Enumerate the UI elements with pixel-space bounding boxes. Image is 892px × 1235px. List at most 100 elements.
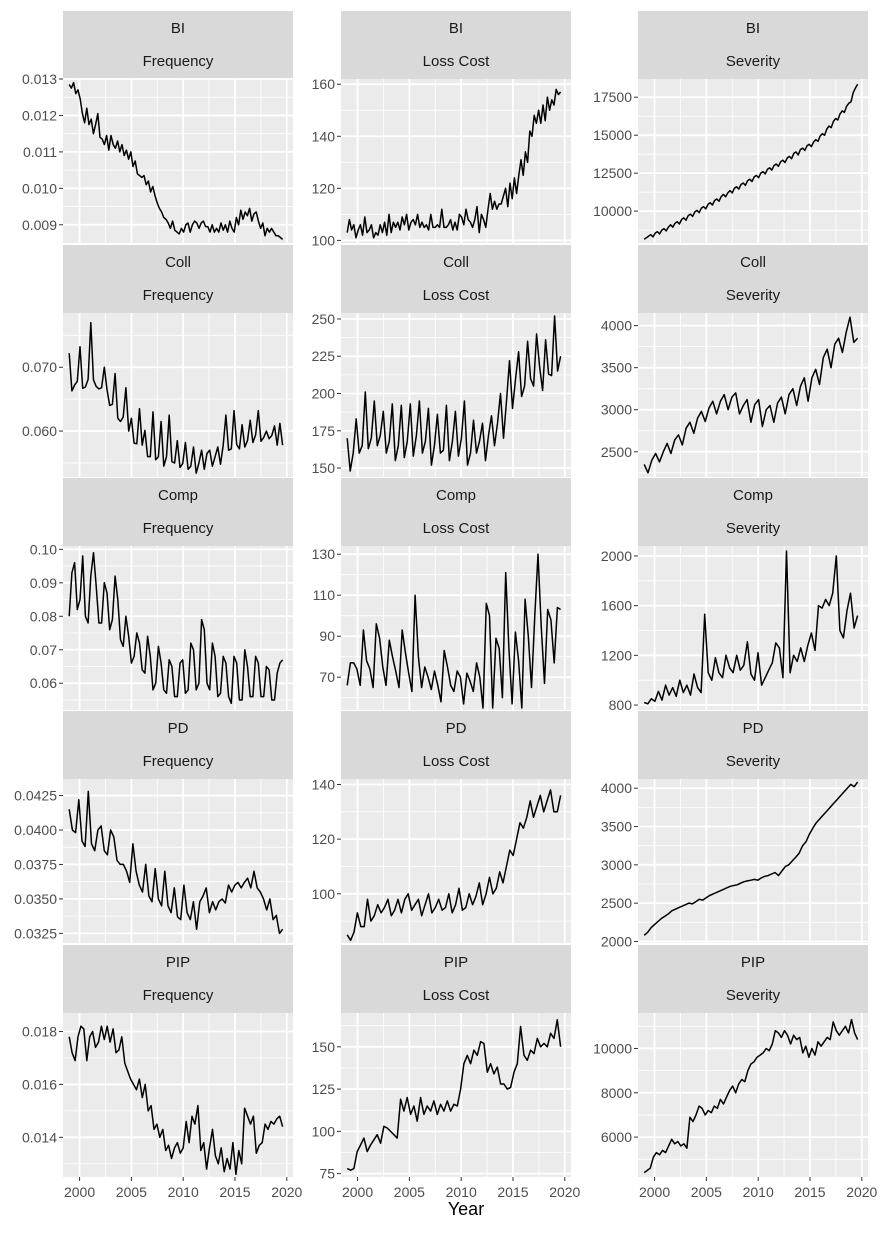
y-tick-label: 100: [312, 232, 336, 248]
facet-strip: [341, 245, 571, 313]
x-tick-label: 2010: [168, 1184, 199, 1200]
facet-panel-comp-loss-cost: Comp Loss Cost 70 90 110 130: [312, 478, 571, 710]
y-tick-label: 0.014: [22, 1129, 57, 1145]
strip-label-metric: Frequency: [143, 987, 214, 1004]
facet-strip: [63, 245, 293, 313]
x-tick-label: 2005: [116, 1184, 147, 1200]
facet-panel-coll-severity: Coll Severity 2500 3000 3500 4000: [601, 245, 868, 477]
panel-background: [638, 79, 868, 243]
x-tick-label: 2015: [219, 1184, 250, 1200]
strip-label-coverage: Coll: [740, 254, 766, 271]
y-tick-label: 8000: [601, 1085, 632, 1101]
y-tick-label: 160: [312, 76, 336, 92]
facet-panel-pip-loss-cost: PIP Loss Cost 75 100 125 150 2000 2005 2010 2015 2…: [312, 945, 581, 1200]
strip-label-coverage: PD: [446, 720, 467, 737]
strip-label-metric: Severity: [726, 987, 781, 1004]
y-tick-label: 110: [313, 587, 336, 603]
y-tick-label: 0.009: [22, 217, 57, 233]
y-tick-label: 17500: [593, 89, 632, 105]
facet-panel-pip-frequency: PIP Frequency 0.014 0.016 0.018 2000 2005 2010 2…: [22, 945, 303, 1200]
series-line: [346, 1019, 562, 1171]
panel-background: [341, 779, 571, 943]
y-tick-label: 1200: [601, 647, 632, 663]
x-tick-label: 2020: [549, 1184, 580, 1200]
x-tick-label: 2000: [342, 1184, 373, 1200]
y-tick-label: 120: [312, 831, 336, 847]
y-tick-label: 0.06: [30, 675, 57, 691]
y-tick-label: 225: [312, 348, 336, 364]
x-tick-label: 2000: [639, 1184, 670, 1200]
y-tick-label: 0.060: [22, 423, 57, 439]
y-tick-label: 3000: [601, 857, 632, 873]
facet-panel-bi-frequency: BI Frequency 0.009 0.010 0.011 0.012 0.013: [22, 11, 293, 243]
facet-strip: [63, 945, 293, 1013]
strip-label-coverage: BI: [449, 20, 463, 37]
series-line: [346, 789, 562, 942]
panel-background: [63, 779, 293, 943]
facet-panel-coll-frequency: Coll Frequency 0.060 0.070: [22, 245, 293, 477]
y-tick-label: 0.0325: [14, 925, 57, 941]
x-tick-label: 2020: [271, 1184, 302, 1200]
series-line: [643, 316, 859, 474]
x-tick-label: 2005: [691, 1184, 722, 1200]
facet-strip: [341, 711, 571, 779]
y-tick-label: 0.10: [30, 541, 57, 557]
facet-panel-comp-severity: Comp Severity 800 1200 1600 2000: [601, 478, 868, 713]
y-tick-label: 12500: [593, 165, 632, 181]
y-tick-label: 3500: [601, 819, 632, 835]
y-tick-label: 2000: [601, 548, 632, 564]
y-tick-label: 120: [312, 180, 336, 196]
y-tick-label: 0.012: [22, 107, 57, 123]
strip-label-coverage: Comp: [158, 487, 198, 504]
strip-label-metric: Loss Cost: [423, 287, 491, 304]
strip-label-metric: Severity: [726, 53, 781, 70]
y-tick-label: 0.0425: [14, 788, 57, 804]
facet-panel-pd-loss-cost: PD Loss Cost 100 120 140: [312, 711, 571, 943]
series-line: [68, 321, 284, 474]
series-line: [346, 88, 562, 239]
x-tick-label: 2010: [446, 1184, 477, 1200]
strip-label-metric: Frequency: [143, 753, 214, 770]
y-tick-label: 175: [312, 423, 336, 439]
facet-strip: [63, 11, 293, 79]
y-tick-label: 15000: [593, 127, 632, 143]
facet-strip: [638, 945, 868, 1013]
facet-strip: [638, 478, 868, 546]
y-tick-label: 0.016: [22, 1076, 57, 1092]
strip-label-coverage: PIP: [741, 954, 765, 971]
strip-label-coverage: PIP: [444, 954, 468, 971]
panel-background: [341, 79, 571, 243]
series-line: [643, 1018, 859, 1174]
x-tick-label: 2020: [846, 1184, 877, 1200]
series-line: [643, 83, 859, 240]
facet-strip: [341, 945, 571, 1013]
x-tick-label: 2015: [794, 1184, 825, 1200]
strip-label-coverage: Coll: [443, 254, 469, 271]
strip-label-metric: Severity: [726, 520, 781, 537]
y-tick-label: 200: [312, 386, 336, 402]
series-line: [346, 553, 561, 709]
y-tick-label: 150: [312, 1039, 336, 1055]
panel-background: [63, 79, 293, 243]
series-line: [68, 81, 284, 240]
x-tick-label: 2000: [64, 1184, 95, 1200]
facet-panel-comp-frequency: Comp Frequency 0.06 0.07 0.08 0.09 0.10: [30, 478, 293, 710]
y-tick-label: 0.0350: [14, 891, 57, 907]
y-tick-label: 6000: [601, 1129, 632, 1145]
y-tick-label: 130: [312, 546, 336, 562]
strip-label-metric: Loss Cost: [423, 520, 491, 537]
panel-background: [638, 313, 868, 477]
series-line: [68, 1025, 284, 1176]
panel-background: [63, 1013, 293, 1177]
y-tick-label: 2500: [601, 895, 632, 911]
y-tick-label: 10000: [593, 1040, 632, 1056]
strip-label-coverage: PD: [743, 720, 764, 737]
y-tick-label: 0.0400: [14, 822, 57, 838]
facet-strip: [341, 11, 571, 79]
panel-background: [638, 779, 868, 943]
y-tick-label: 0.018: [22, 1024, 57, 1040]
strip-label-metric: Frequency: [143, 287, 214, 304]
x-tick-label: 2010: [743, 1184, 774, 1200]
y-tick-label: 800: [609, 697, 633, 713]
strip-label-metric: Severity: [726, 287, 781, 304]
